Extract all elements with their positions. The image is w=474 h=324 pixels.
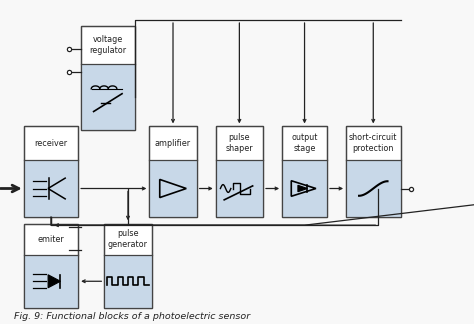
Bar xyxy=(216,160,263,217)
Bar xyxy=(216,126,263,217)
Text: pulse
shaper: pulse shaper xyxy=(226,133,253,153)
Bar xyxy=(346,160,401,217)
Text: short-circuit
protection: short-circuit protection xyxy=(349,133,398,153)
Bar xyxy=(104,224,152,308)
Bar xyxy=(24,255,78,308)
Bar xyxy=(282,160,327,217)
Text: Fig. 9: Functional blocks of a photoelectric sensor: Fig. 9: Functional blocks of a photoelec… xyxy=(14,312,250,321)
Bar xyxy=(24,126,78,217)
Bar xyxy=(24,224,78,308)
Bar xyxy=(282,126,327,217)
Text: emiter: emiter xyxy=(37,235,64,244)
Bar xyxy=(24,224,78,308)
Bar xyxy=(81,26,135,130)
Text: output
stage: output stage xyxy=(292,133,318,153)
Bar xyxy=(216,126,263,217)
Bar xyxy=(346,126,401,217)
Text: receiver: receiver xyxy=(35,139,67,148)
Bar xyxy=(81,26,135,130)
Polygon shape xyxy=(48,275,61,288)
Bar xyxy=(346,126,401,217)
Bar xyxy=(149,126,197,217)
Bar xyxy=(104,255,152,308)
Bar xyxy=(24,126,78,217)
Bar xyxy=(149,126,197,217)
Text: voltage
regulator: voltage regulator xyxy=(89,35,127,55)
Text: amplifier: amplifier xyxy=(155,139,191,148)
Polygon shape xyxy=(298,185,307,192)
Bar xyxy=(282,126,327,217)
Text: pulse
generator: pulse generator xyxy=(108,229,148,249)
Bar xyxy=(81,64,135,130)
Bar xyxy=(104,224,152,308)
Bar xyxy=(24,160,78,217)
Bar xyxy=(149,160,197,217)
